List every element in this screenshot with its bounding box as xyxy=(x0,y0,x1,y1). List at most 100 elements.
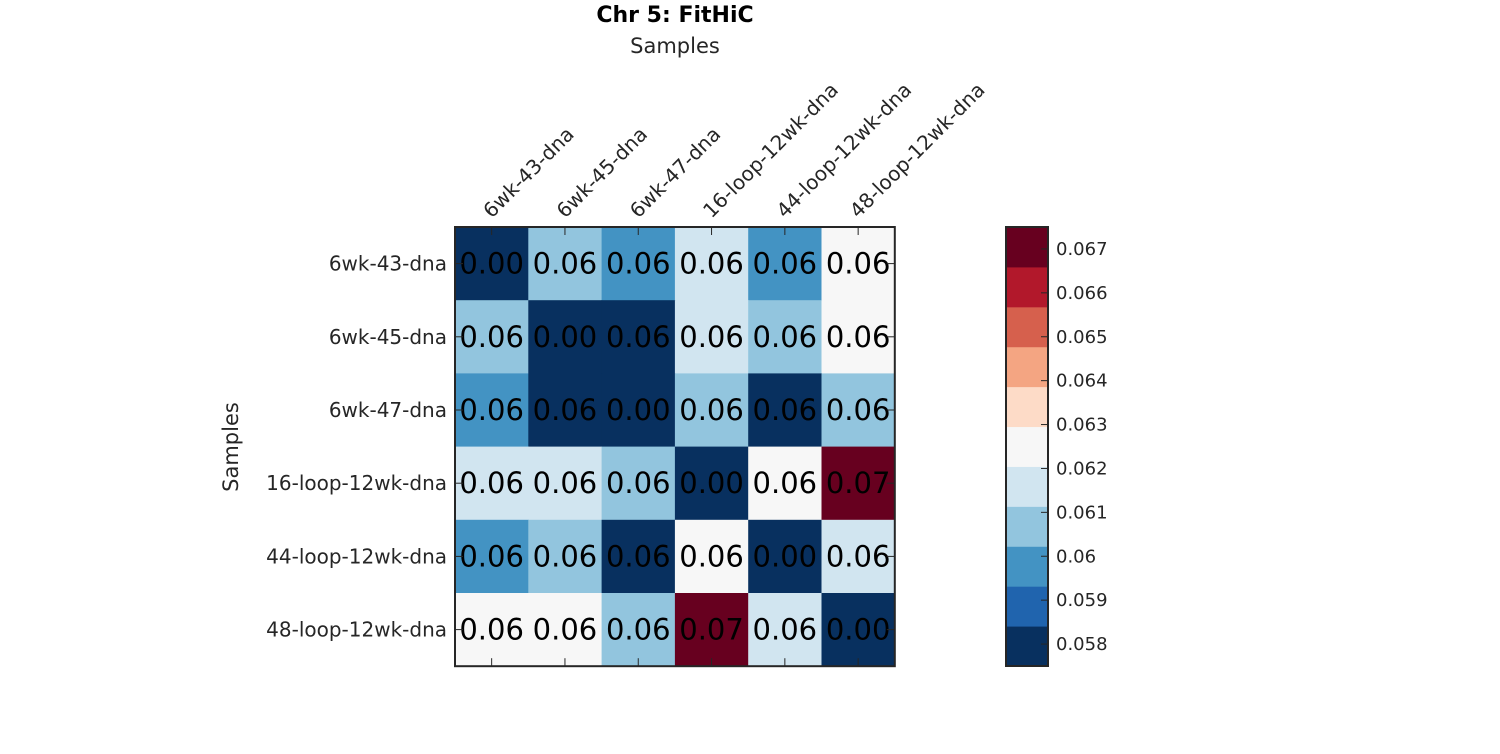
cell-value-label: 0.06 xyxy=(753,613,818,647)
colorbar-tick-label: 0.065 xyxy=(1056,327,1108,348)
cell-value-label: 0.06 xyxy=(679,539,744,573)
cell-value-label: 0.06 xyxy=(533,393,598,427)
colorbar-segment xyxy=(1006,506,1048,547)
heatmap-cell xyxy=(601,373,676,448)
heatmap-cell xyxy=(455,446,529,521)
cell-value-label: 0.06 xyxy=(533,247,598,281)
cell-value-label: 0.06 xyxy=(679,320,744,354)
heatmap-cell xyxy=(528,519,603,594)
heatmap-cell xyxy=(528,227,603,301)
heatmap-cell xyxy=(601,519,676,594)
y-tick-label: 6wk-43-dna xyxy=(329,252,447,276)
colorbar-frame xyxy=(1005,226,1049,667)
heatmap-cell xyxy=(455,227,529,301)
colorbar-segment xyxy=(1006,266,1048,308)
cell-value-label: 0.06 xyxy=(459,393,524,427)
colorbar-tick-label: 0.06 xyxy=(1056,546,1096,567)
cell-value-label: 0.06 xyxy=(606,539,671,573)
heatmap-cell xyxy=(674,373,749,448)
colorbar-tick-label: 0.066 xyxy=(1056,283,1108,304)
cell-value-label: 0.06 xyxy=(459,466,524,500)
cell-value-label: 0.00 xyxy=(826,613,891,647)
x-tick-label: 48-loop-12wk-dna xyxy=(845,78,990,223)
colorbar: 0.058 0.059 0.06 0.061 0.062 0.063 0.064 0.065 0… xyxy=(1005,226,1108,667)
cell-value-label: 0.06 xyxy=(826,393,891,427)
heatmap-cell xyxy=(528,593,603,667)
cell-value-label: 0.06 xyxy=(753,393,818,427)
x-tick-label: 44-loop-12wk-dna xyxy=(771,78,916,223)
heatmap-cell xyxy=(821,373,896,448)
cell-value-label: 0.00 xyxy=(533,320,598,354)
y-tick-label: 16-loop-12wk-dna xyxy=(266,471,447,495)
x-tick-label: 16-loop-12wk-dna xyxy=(698,78,843,223)
colorbar-segment xyxy=(1006,386,1048,428)
cell-value-label: 0.06 xyxy=(606,320,671,354)
colorbar-tick-label: 0.058 xyxy=(1056,634,1108,655)
colorbar-tick-label: 0.062 xyxy=(1056,458,1108,479)
heatmap-cell xyxy=(528,446,603,521)
heatmap-cell xyxy=(601,300,676,374)
heatmap-cell xyxy=(748,227,822,301)
x-axis-label: Samples xyxy=(630,34,720,58)
colorbar-segment xyxy=(1006,227,1048,268)
cell-value-label: 0.06 xyxy=(826,539,891,573)
y-tick-label: 6wk-45-dna xyxy=(329,325,447,349)
heatmap-cell xyxy=(674,227,749,301)
colorbar-tick-label: 0.064 xyxy=(1056,371,1108,392)
y-axis-label: Samples xyxy=(219,402,243,492)
cell-value-label: 0.00 xyxy=(459,247,524,281)
cell-value-label: 0.06 xyxy=(459,320,524,354)
cell-value-label: 0.07 xyxy=(826,466,891,500)
y-tick-label: 44-loop-12wk-dna xyxy=(266,544,447,568)
heatmap-cell xyxy=(601,227,676,301)
cell-value-label: 0.06 xyxy=(753,466,818,500)
cell-value-label: 0.06 xyxy=(533,539,598,573)
cell-value-label: 0.06 xyxy=(533,466,598,500)
cell-value-label: 0.06 xyxy=(459,539,524,573)
cell-value-label: 0.06 xyxy=(826,247,891,281)
heatmap-cell xyxy=(528,300,603,374)
colorbar-segment xyxy=(1006,546,1048,587)
heatmap-cell xyxy=(821,446,896,521)
heatmap-cell xyxy=(748,373,822,448)
cell-value-label: 0.06 xyxy=(533,613,598,647)
cell-value-label: 0.06 xyxy=(826,320,891,354)
cell-value-label: 0.00 xyxy=(753,539,818,573)
heatmap-cell xyxy=(748,519,822,594)
colorbar-tick-label: 0.061 xyxy=(1056,502,1108,523)
colorbar-segment xyxy=(1006,426,1048,467)
colorbar-segment xyxy=(1006,306,1048,348)
heatmap-cell xyxy=(601,593,676,667)
heatmap-cell xyxy=(821,300,896,374)
chart-title: Chr 5: FitHiC xyxy=(596,3,753,28)
heatmap-cell xyxy=(748,593,822,667)
cell-value-label: 0.06 xyxy=(753,247,818,281)
y-tick-labels: 6wk-43-dna 6wk-45-dna 6wk-47-dna 16-loop-12… xyxy=(266,252,447,642)
heatmap-cell xyxy=(455,519,529,594)
heatmap-cell xyxy=(821,227,896,301)
cell-value-label: 0.00 xyxy=(606,393,671,427)
heatmap-cell xyxy=(674,446,749,521)
plot-frame xyxy=(454,226,896,668)
heatmap-cell xyxy=(748,446,822,521)
y-tick-label: 6wk-47-dna xyxy=(329,398,447,422)
heatmap-cell xyxy=(528,373,603,448)
heatmap-cell xyxy=(674,593,749,667)
heatmap-cell xyxy=(455,373,529,448)
heatmap-cells: 0.00 0.06 0.06 0.06 0.06 0.060.06 0.00 0.06 0.06… xyxy=(454,226,896,668)
cell-value-label: 0.07 xyxy=(679,613,744,647)
cell-value-label: 0.06 xyxy=(606,247,671,281)
cell-value-label: 0.06 xyxy=(679,393,744,427)
heatmap-cell xyxy=(601,446,676,521)
colorbar-segment xyxy=(1006,626,1048,667)
heatmap-cell xyxy=(455,300,529,374)
x-tick-labels: 6wk-43-dna6wk-45-dna6wk-47-dna16-loop-12… xyxy=(478,78,989,223)
cell-value-label: 0.06 xyxy=(679,247,744,281)
heatmap-cell xyxy=(674,300,749,374)
cell-value-label: 0.06 xyxy=(753,320,818,354)
cell-value-label: 0.06 xyxy=(606,613,671,647)
colorbar-tick-label: 0.063 xyxy=(1056,415,1108,436)
cell-value-label: 0.06 xyxy=(459,613,524,647)
